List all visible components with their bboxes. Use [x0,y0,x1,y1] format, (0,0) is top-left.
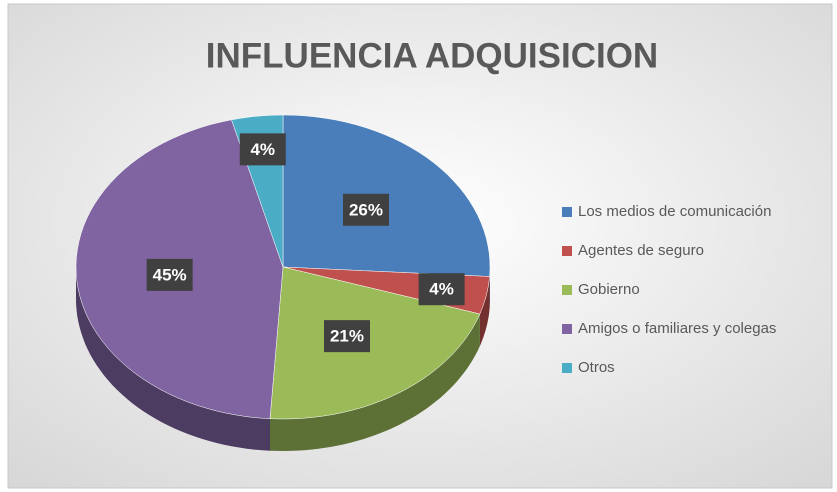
data-label-box [418,273,465,306]
data-label: 26% [349,200,383,219]
pie: 26% 4% 21% 45% 4% [75,114,491,451]
legend-swatch [562,324,572,334]
legend-swatch [562,363,572,373]
slice-side [270,314,480,451]
data-label: 4% [429,280,454,299]
data-label: 45% [153,265,187,284]
legend-label: Gobierno [578,281,640,298]
data-label-box [342,193,389,226]
legend-label: Otros [578,359,615,376]
chart-title: INFLUENCIA ADQUISICION [206,36,658,75]
data-label-box [323,320,370,353]
data-label: 4% [250,140,275,159]
legend: Los medios de comunicación Agentes de seg… [562,203,776,376]
legend-label: Los medios de comunicación [578,203,771,220]
legend-swatch [562,285,572,295]
data-label: 21% [330,327,364,346]
legend-swatch [562,246,572,256]
data-label-box [239,133,286,166]
legend-label: Agentes de seguro [578,242,704,259]
legend-label: Amigos o familiares y colegas [578,320,776,337]
slice-side [76,267,270,451]
data-label-box [146,258,193,291]
slice-side [479,276,490,346]
legend-swatch [562,207,572,217]
